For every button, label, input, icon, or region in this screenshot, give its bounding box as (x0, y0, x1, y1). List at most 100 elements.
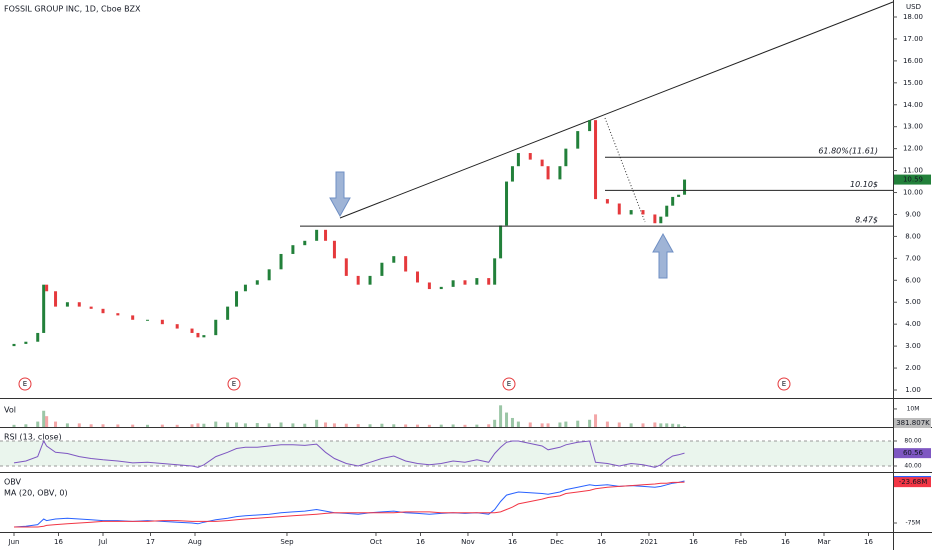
volume-bar (131, 424, 135, 427)
volume-bar (175, 424, 179, 427)
x-tick-label: 16 (864, 538, 873, 546)
y-tick-label: 8.00 (905, 232, 921, 240)
volume-bar (540, 423, 544, 427)
candle (291, 245, 295, 254)
candle (332, 240, 336, 259)
volume-bar (576, 420, 580, 427)
y-tick-label: 4.00 (905, 320, 921, 328)
y-tick-label: 10.00 (903, 189, 923, 197)
x-tick-label: 17 (146, 538, 155, 546)
currency: USD (906, 3, 921, 11)
candle (65, 302, 69, 307)
y-tick-label: 5.00 (905, 298, 921, 306)
candle (279, 253, 283, 270)
volume-bar (24, 424, 28, 427)
candle (324, 229, 328, 241)
candle (146, 319, 150, 321)
candle (493, 258, 497, 285)
candle (344, 258, 348, 276)
chart-title: FOSSIL GROUP INC, 1D, Cboe BZX (4, 5, 141, 14)
volume-bar (77, 423, 81, 427)
y-tick-label: 17.00 (903, 35, 923, 43)
y-tick-label: 15.00 (903, 79, 923, 87)
candle (528, 153, 532, 160)
volume-bar (267, 423, 271, 427)
volume-bar (629, 423, 633, 427)
last-value-label: -23.68M (899, 478, 928, 486)
volume-bar (671, 423, 675, 427)
volume-bar (677, 424, 681, 427)
candle (392, 256, 396, 263)
candle (487, 278, 491, 285)
x-tick-label: 16 (508, 538, 517, 546)
fib-line (604, 117, 646, 223)
volume-bar (202, 423, 206, 427)
y-tick-label: 3.00 (905, 342, 921, 350)
trend-line (339, 1, 894, 219)
x-tick-label: 16 (781, 538, 790, 546)
candle (451, 280, 455, 287)
volume-bar (439, 424, 443, 427)
volume-bar (558, 422, 562, 427)
y-tick-label: 10M (907, 405, 920, 412)
volume-bar (324, 422, 328, 427)
candle (629, 210, 633, 215)
earnings-label: E (23, 380, 27, 388)
candle (356, 275, 360, 285)
volume-bar (641, 423, 645, 427)
volume-bar (594, 414, 598, 427)
indicator-line (13, 439, 685, 468)
volume-bar (160, 424, 164, 427)
candle (202, 335, 206, 338)
candle (475, 278, 479, 285)
pane-title: RSI (13, close) (4, 433, 62, 442)
earnings-label: E (782, 380, 786, 388)
volume-bar (653, 422, 657, 427)
candle (665, 205, 669, 217)
candle (516, 153, 520, 167)
volume-bar (665, 423, 669, 427)
volume-bar (12, 424, 16, 427)
candle (546, 166, 550, 180)
candle (214, 319, 218, 336)
volume-bar (89, 424, 93, 427)
earnings-marker (502, 377, 516, 391)
candle (131, 315, 135, 320)
volume-bar (226, 422, 230, 427)
candle (463, 280, 467, 285)
volume-bar (279, 422, 283, 427)
volume-bar (588, 419, 592, 427)
candle (659, 216, 663, 224)
x-tick-label: Jun (8, 538, 20, 546)
y-tick-label: 11.00 (903, 167, 923, 175)
candle (45, 284, 49, 292)
arrow-down (329, 171, 351, 218)
y-tick-label: 16.00 (903, 57, 923, 65)
rsi-band (0, 441, 893, 466)
volume-bar (404, 424, 408, 427)
x-tick-label: Aug (188, 538, 202, 546)
last-value-label: 10.59 (903, 176, 923, 184)
level-label: 8.47$ (855, 216, 878, 225)
x-tick-label: 2021 (640, 538, 658, 546)
volume-bar (546, 423, 550, 427)
volume-bar (291, 423, 295, 427)
candle (380, 262, 384, 276)
x-tick-label: 16 (597, 538, 606, 546)
volume-bar (380, 423, 384, 427)
x-tick-label: 16 (689, 538, 698, 546)
y-tick-label: 18.00 (903, 13, 923, 21)
volume-bar (243, 423, 247, 427)
indicator-line (14, 481, 685, 528)
volume-bar (36, 421, 40, 427)
candle (89, 306, 93, 309)
volume-bar (493, 419, 497, 427)
level-label: 61.80%(11.61) (818, 147, 878, 156)
volume-bar (451, 424, 455, 427)
volume-bar (315, 419, 319, 427)
y-tick-label: 1.00 (905, 386, 921, 394)
volume-bar (190, 424, 194, 427)
last-value-label: 381.807K (896, 419, 930, 427)
volume-bar (116, 424, 120, 427)
